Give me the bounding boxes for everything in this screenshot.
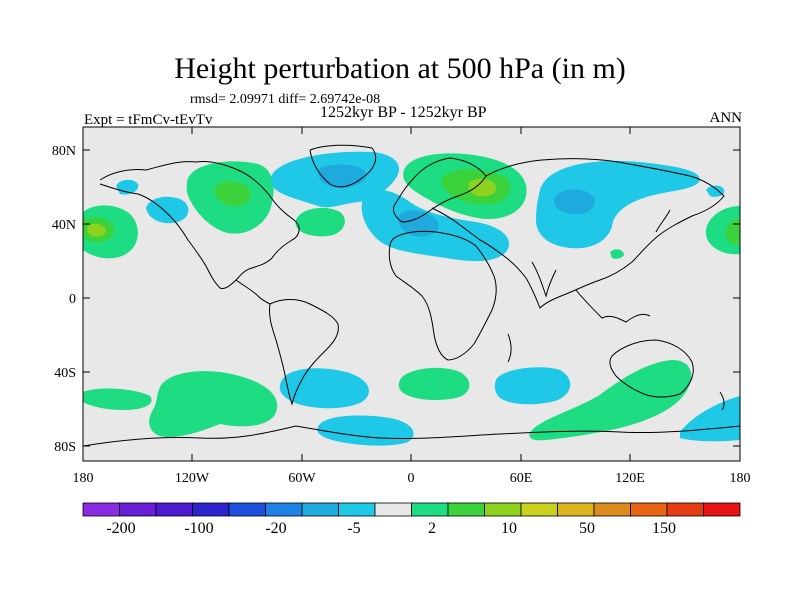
colorbar-swatch bbox=[484, 502, 522, 517]
contour-taiwan-green bbox=[610, 249, 624, 259]
x-label-120E: 120E bbox=[615, 471, 645, 486]
coast-india bbox=[531, 261, 557, 298]
colorbar-label-m200: -200 bbox=[106, 520, 135, 537]
contour-asia-blue-core bbox=[554, 189, 595, 215]
contour-australia-green bbox=[529, 360, 692, 441]
contour-europe-blue-core bbox=[397, 210, 439, 237]
coast-australia bbox=[609, 339, 694, 398]
coast-new-zealand bbox=[719, 391, 725, 411]
colorbar-swatch bbox=[593, 502, 631, 517]
colorbar-swatch bbox=[192, 502, 230, 517]
colorbar-swatch bbox=[520, 502, 558, 517]
colorbar-label-10: 10 bbox=[501, 520, 517, 537]
contour-fields bbox=[83, 151, 740, 446]
colorbar-swatch bbox=[228, 502, 266, 517]
colorbar-swatch bbox=[557, 502, 595, 517]
colorbar-swatch bbox=[411, 502, 449, 517]
x-label-60E: 60E bbox=[510, 471, 533, 486]
coast-central-america bbox=[235, 279, 271, 305]
map-panel bbox=[82, 126, 741, 462]
coast-africa bbox=[388, 230, 497, 361]
contour-pacific-yellow-west bbox=[87, 223, 106, 237]
contour-asia-blue bbox=[536, 160, 700, 249]
coast-north-america bbox=[99, 161, 300, 289]
x-label-0: 0 bbox=[408, 471, 415, 486]
y-axis-labels: 80N 40N 0 40S 80S bbox=[52, 144, 76, 455]
y-label-40S: 40S bbox=[54, 366, 76, 381]
contour-n-pacific-blue bbox=[146, 196, 189, 224]
colorbar-swatch bbox=[338, 502, 376, 517]
experiment-label: Expt = tFmCv-tEvTv bbox=[84, 112, 213, 128]
y-label-40N: 40N bbox=[52, 218, 76, 233]
x-label-60W: 60W bbox=[288, 471, 316, 486]
x-label-180w: 180 bbox=[73, 471, 94, 486]
season-label: ANN bbox=[709, 110, 743, 126]
coast-europe bbox=[393, 157, 487, 223]
contour-atlantic-green bbox=[295, 207, 345, 237]
contour-s-africa-green bbox=[398, 367, 470, 400]
colorbar-swatch bbox=[374, 502, 412, 517]
contour-s-pacific-green bbox=[149, 371, 278, 438]
colorbar-swatch bbox=[447, 502, 485, 517]
colorbar-label-m100: -100 bbox=[184, 520, 213, 537]
colorbar-swatch bbox=[666, 502, 704, 517]
coast-asia bbox=[431, 158, 725, 309]
axis-ticks bbox=[82, 127, 741, 461]
colorbar-swatch bbox=[82, 502, 120, 517]
colorbar-label-150: 150 bbox=[652, 520, 676, 537]
y-label-80N: 80N bbox=[52, 144, 76, 159]
coast-se-asia bbox=[575, 289, 651, 323]
contour-pacific-green-east-core bbox=[725, 218, 740, 245]
y-label-80S: 80S bbox=[54, 440, 76, 455]
colorbar-swatch bbox=[301, 502, 339, 517]
x-label-120W: 120W bbox=[175, 471, 210, 486]
x-label-180e: 180 bbox=[730, 471, 751, 486]
colorbar-swatch bbox=[155, 502, 193, 517]
contour-indian-blue bbox=[494, 367, 571, 405]
contour-kamchatka-blue bbox=[706, 185, 725, 197]
colorbar-swatch bbox=[630, 502, 668, 517]
colorbar-label-50: 50 bbox=[579, 520, 595, 537]
contour-s-pacific-green-west bbox=[83, 388, 152, 410]
plot-title: Height perturbation at 500 hPa (in m) bbox=[174, 52, 626, 85]
contour-s-atlantic-blue bbox=[279, 368, 369, 409]
colorbar-labels: -200 -100 -20 -5 2 10 50 150 bbox=[106, 520, 676, 537]
coast-south-america bbox=[269, 299, 339, 406]
coastlines bbox=[83, 144, 740, 447]
period-label: 1252kyr BP - 1252kyr BP bbox=[320, 104, 487, 121]
colorbar-swatch bbox=[703, 502, 741, 517]
y-label-0: 0 bbox=[69, 292, 76, 307]
stats-label: rmsd= 2.09971 diff= 2.69742e-08 bbox=[190, 92, 381, 107]
coast-japan bbox=[655, 209, 671, 233]
colorbar-label-m20: -20 bbox=[265, 520, 286, 537]
contour-arctic-blue-core bbox=[318, 164, 367, 188]
colorbar-swatch bbox=[119, 502, 157, 517]
colorbar-label-m5: -5 bbox=[347, 520, 360, 537]
colorbar-swatch bbox=[265, 502, 303, 517]
contour-n-america-green-core bbox=[214, 181, 251, 207]
x-axis-labels: 180 120W 60W 0 60E 120E 180 bbox=[73, 471, 751, 486]
coast-madagascar bbox=[507, 333, 512, 363]
coast-greenland bbox=[309, 144, 377, 188]
coast-antarctica bbox=[83, 425, 740, 447]
contour-eurasia-yellow-core bbox=[468, 178, 497, 197]
colorbar-label-2: 2 bbox=[428, 520, 436, 537]
colorbar bbox=[82, 502, 741, 517]
